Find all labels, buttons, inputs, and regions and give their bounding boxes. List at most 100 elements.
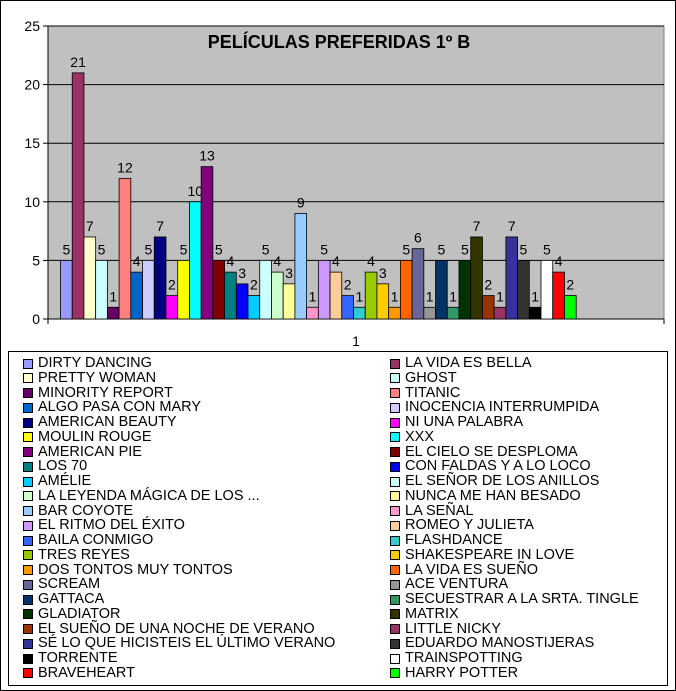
legend-label: GHOST [405,369,457,386]
data-label: 4 [367,253,375,269]
bar [71,72,85,320]
bar [259,259,272,320]
y-tick-label: 10 [24,194,40,210]
bar [353,306,366,320]
data-label: 1 [355,288,363,304]
legend-item: AMERICAN PIE [23,443,142,460]
data-label: 4 [273,253,281,269]
legend-label: ACE VENTURA [405,576,509,593]
legend-swatch [23,491,33,502]
legend-label: EL CIELO SE DESPLOMA [405,443,578,460]
data-label: 2 [168,277,176,293]
legend-label: GATTACA [38,591,105,607]
data-label: 1 [309,288,317,304]
legend-label: NI UNA PALABRA [405,414,524,430]
legend-item: EL SEÑOR DE LOS ANILLOS [390,474,599,489]
legend-label: LA SEÑAL [405,502,474,519]
data-label: 9 [297,195,305,211]
y-tick-label: 25 [24,18,40,34]
y-tick-label: 15 [24,135,40,151]
data-label: 21 [70,54,86,70]
bar-chart: 0510152025521751124572510135432543915421… [24,18,665,346]
legend-label: MOULIN ROUGE [38,428,152,445]
legend-label: MINORITY REPORT [38,384,173,401]
bar [106,306,120,320]
data-label: 4 [133,253,141,269]
legend-item: FLASHDANCE [390,533,503,548]
data-label: 4 [555,253,563,269]
legend-item: TRAINSPOTTING [390,651,523,666]
legend-label: DOS TONTOS MUY TONTOS [38,561,233,578]
data-label: 4 [332,253,340,269]
bar [493,306,507,320]
data-label: 13 [199,148,215,164]
legend-swatch [23,653,33,664]
legend-item: EL CIELO SE DESPLOMA [390,443,578,460]
legend-item: INOCENCIA INTERRUMPIDA [390,400,599,415]
y-tick-label: 5 [32,252,40,268]
legend-swatch [23,594,33,605]
legend-swatch [23,535,33,546]
legend-item: BRAVEHEART [23,665,135,681]
legend-swatch [23,461,33,472]
data-label: 5 [180,241,188,257]
bar [423,306,436,320]
legend-label: SCREAM [38,576,101,593]
legend-item: ALGO PASA CON MARY [23,400,201,415]
legend-label: HARRY POTTER [405,664,519,681]
data-label: 1 [391,288,399,304]
legend-label: XXX [405,428,435,445]
legend-swatch [390,491,400,502]
legend-label: ALGO PASA CON MARY [38,399,202,416]
legend-swatch [23,388,33,398]
bar [470,236,483,320]
legend-item: NI UNA PALABRA [390,415,523,430]
legend-label: FLASHDANCE [405,532,503,548]
legend: DIRTY DANCING LA VIDA ES BELLA PRETTY WOMA… [8,351,668,686]
bar [189,201,202,320]
bar [364,271,378,320]
data-label: 6 [414,230,422,246]
data-label: 2 [344,277,352,293]
bar [282,283,296,320]
bar [118,177,132,320]
bar [376,283,390,320]
bar [271,271,284,320]
legend-label: SÉ LO QUE HICISTEIS EL ÚLTIMO VERANO [38,635,336,652]
bar [505,236,518,320]
legend-item: AMÉLIE [23,474,91,489]
legend-label: TITANIC [405,384,461,401]
legend-item: EL RITMO DEL ÉXITO [23,518,185,533]
bar [200,166,214,320]
legend-item: BAILA CONMIGO [23,533,153,548]
data-label: 1 [109,288,117,304]
bar [329,271,343,320]
legend-swatch [23,550,33,561]
legend-item: DIRTY DANCING [23,356,152,371]
legend-item: MATRIX [390,606,459,622]
legend-label: EDUARDO MANOSTIJERAS [405,635,595,652]
legend-swatch [390,609,400,620]
bar [341,295,354,320]
bar [446,306,460,320]
bar [306,306,319,320]
legend-label: AMERICAN PIE [38,443,142,460]
legend-item: TRES REYES [23,547,130,563]
legend-swatch [23,609,33,620]
data-label: 1 [531,288,539,304]
legend-item: LA VIDA ES BELLA [390,356,532,371]
legend-swatch [390,594,400,605]
legend-swatch [390,653,400,664]
legend-item: SHAKESPEARE IN LOVE [390,547,574,563]
legend-swatch [23,579,33,590]
bar [435,259,448,320]
bar [552,271,565,320]
bar [517,259,530,320]
legend-label: DIRTY DANCING [38,355,152,371]
data-label: 5 [543,241,551,257]
legend-label: LA LEYENDA MÁGICA DE LOS ... [38,487,260,504]
data-label: 3 [379,265,387,281]
legend-label: NUNCA ME HAN BESADO [405,487,581,504]
legend-label: EL SEÑOR DE LOS ANILLOS [405,473,600,489]
data-label: 7 [508,218,516,234]
